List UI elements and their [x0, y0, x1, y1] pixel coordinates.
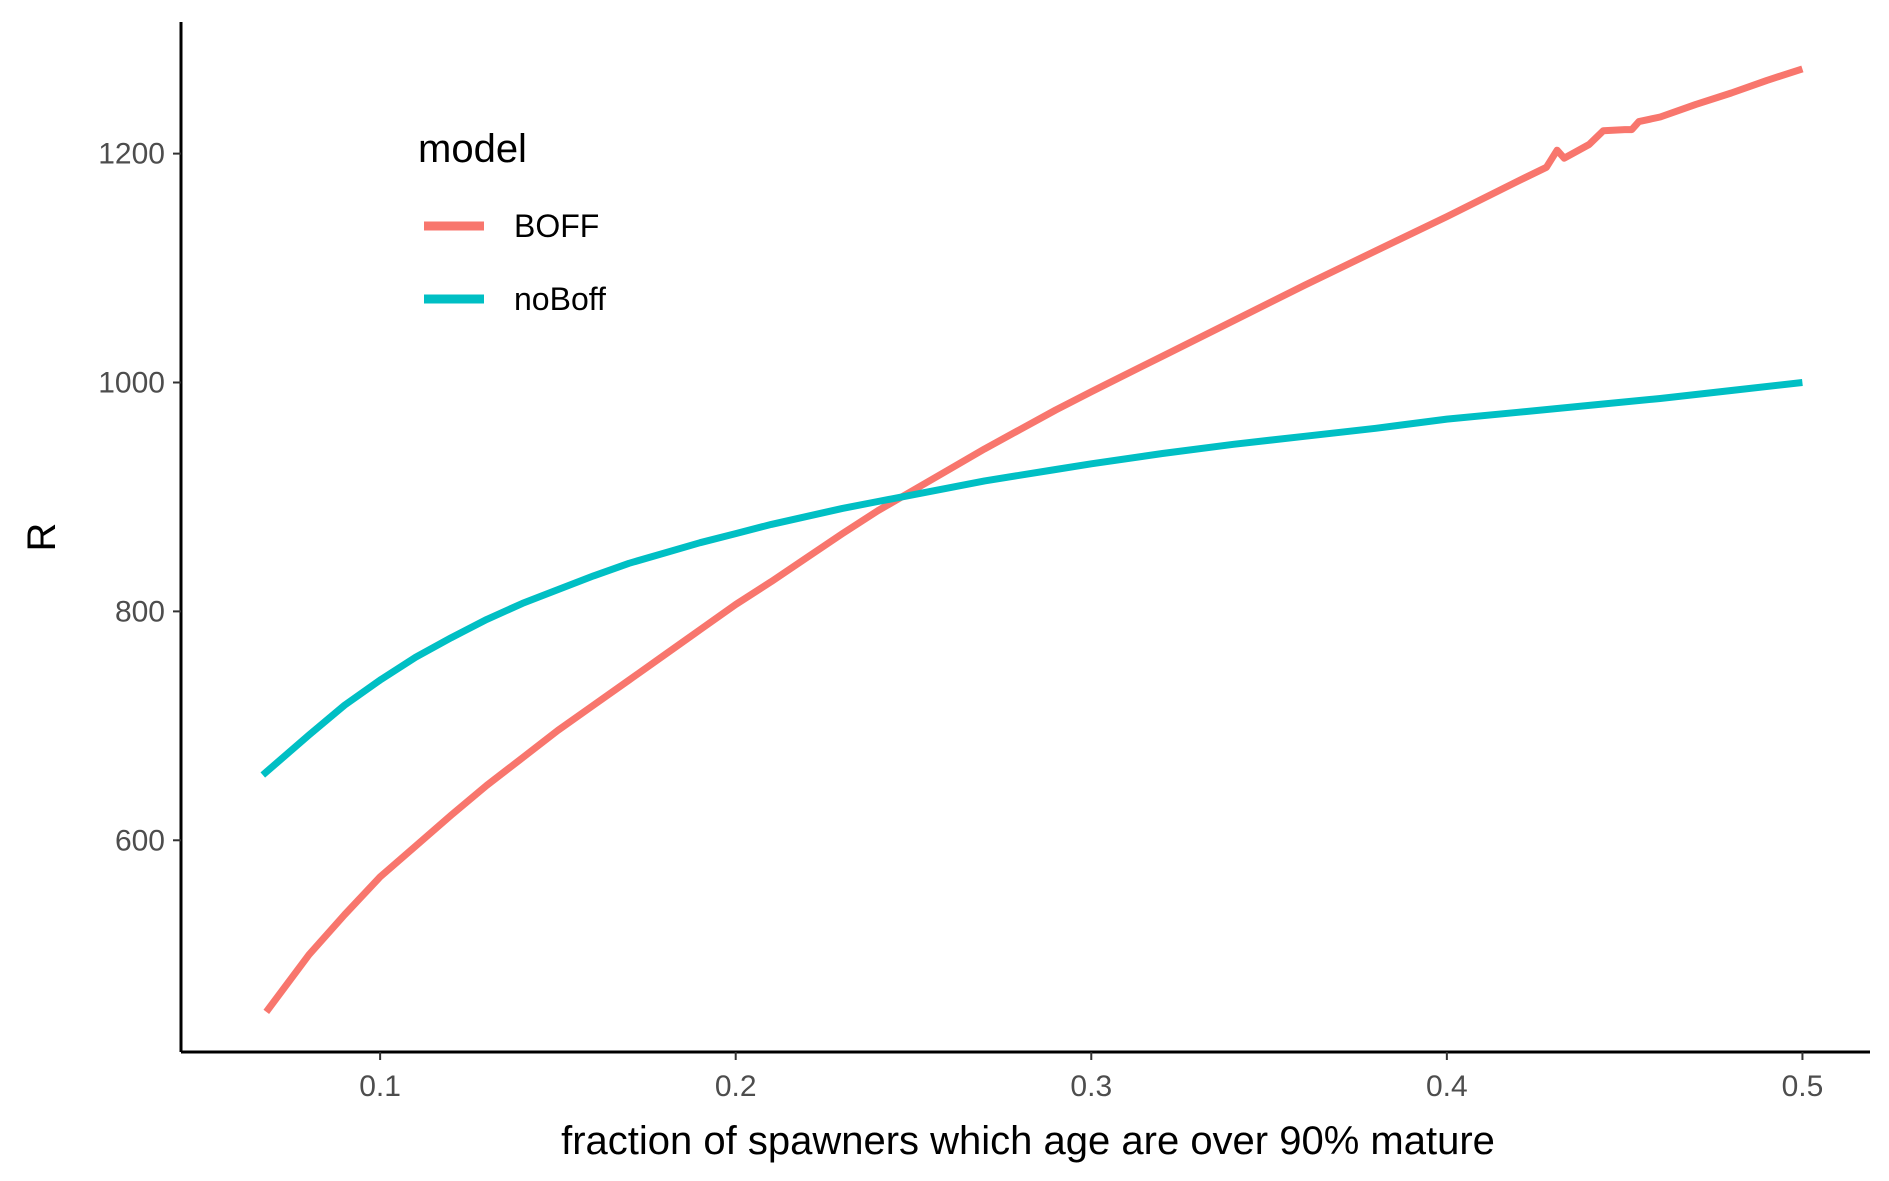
y-tick-label: 800: [115, 595, 165, 628]
y-tick-label: 1000: [98, 367, 165, 400]
legend-title: model: [418, 127, 527, 171]
y-tick-label: 600: [115, 824, 165, 857]
legend: model BOFF noBoff: [418, 127, 606, 317]
y-axis-title: R: [20, 523, 64, 552]
x-tick-label: 0.5: [1782, 1070, 1824, 1103]
legend-entries: BOFF noBoff: [424, 208, 606, 317]
x-tick-label: 0.1: [359, 1070, 401, 1103]
series-line-noboff: [260, 379, 1803, 778]
series-layer: [260, 65, 1804, 1014]
axes: [179, 22, 1870, 1054]
series-line-boff: [263, 65, 1804, 1014]
legend-label-boff: BOFF: [514, 208, 599, 244]
x-tick-label: 0.4: [1426, 1070, 1468, 1103]
y-ticks: 600 800 1000 1200: [98, 138, 181, 857]
x-axis-title: fraction of spawners which age are over …: [561, 1119, 1495, 1163]
x-tick-label: 0.3: [1070, 1070, 1112, 1103]
y-tick-label: 1200: [98, 138, 165, 171]
legend-label-noboff: noBoff: [514, 281, 606, 317]
x-tick-label: 0.2: [715, 1070, 757, 1103]
x-ticks: 0.1 0.2 0.3 0.4 0.5: [359, 1052, 1823, 1103]
